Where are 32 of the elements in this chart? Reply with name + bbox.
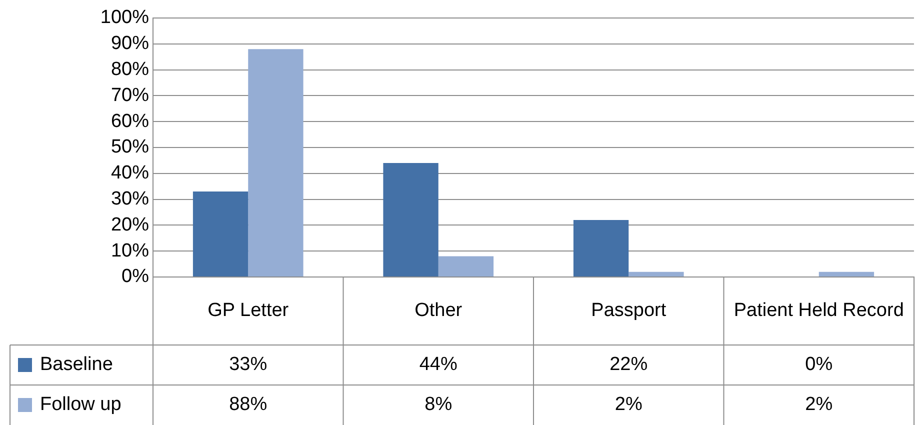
data-label: 88%	[229, 394, 268, 416]
bar	[248, 49, 304, 276]
y-tick-label: 70%	[110, 84, 150, 106]
y-tick-label: 20%	[110, 214, 150, 236]
bar	[192, 192, 248, 276]
x-tick-label: GP Letter	[208, 300, 290, 322]
y-tick-label: 60%	[110, 110, 150, 132]
data-label: 8%	[424, 394, 452, 416]
data-label: 44%	[419, 354, 458, 376]
x-tick-label: Other	[414, 300, 463, 322]
y-tick-label: 100%	[100, 7, 150, 28]
y-tick-label: 50%	[110, 136, 150, 158]
bar	[383, 163, 438, 276]
bar	[628, 272, 684, 276]
x-tick-label: Passport	[591, 300, 667, 322]
y-tick-label: 90%	[110, 33, 150, 54]
data-label: 2%	[614, 394, 642, 416]
data-label: 0%	[805, 354, 833, 376]
legend-label: Baseline	[40, 354, 113, 376]
y-tick-label: 40%	[110, 162, 150, 184]
y-tick-label: 10%	[110, 240, 150, 262]
data-label: 33%	[229, 354, 268, 376]
y-tick-label: 30%	[110, 188, 150, 210]
data-label: 22%	[610, 354, 648, 376]
legend-label: Follow up	[40, 394, 122, 416]
bar	[438, 256, 494, 276]
x-tick-label: Patient Held Record	[734, 300, 904, 322]
bar	[573, 220, 629, 276]
data-label: 2%	[805, 394, 833, 416]
bar	[818, 272, 874, 276]
y-tick-label: 80%	[110, 59, 150, 80]
y-tick-label: 0%	[122, 266, 150, 288]
